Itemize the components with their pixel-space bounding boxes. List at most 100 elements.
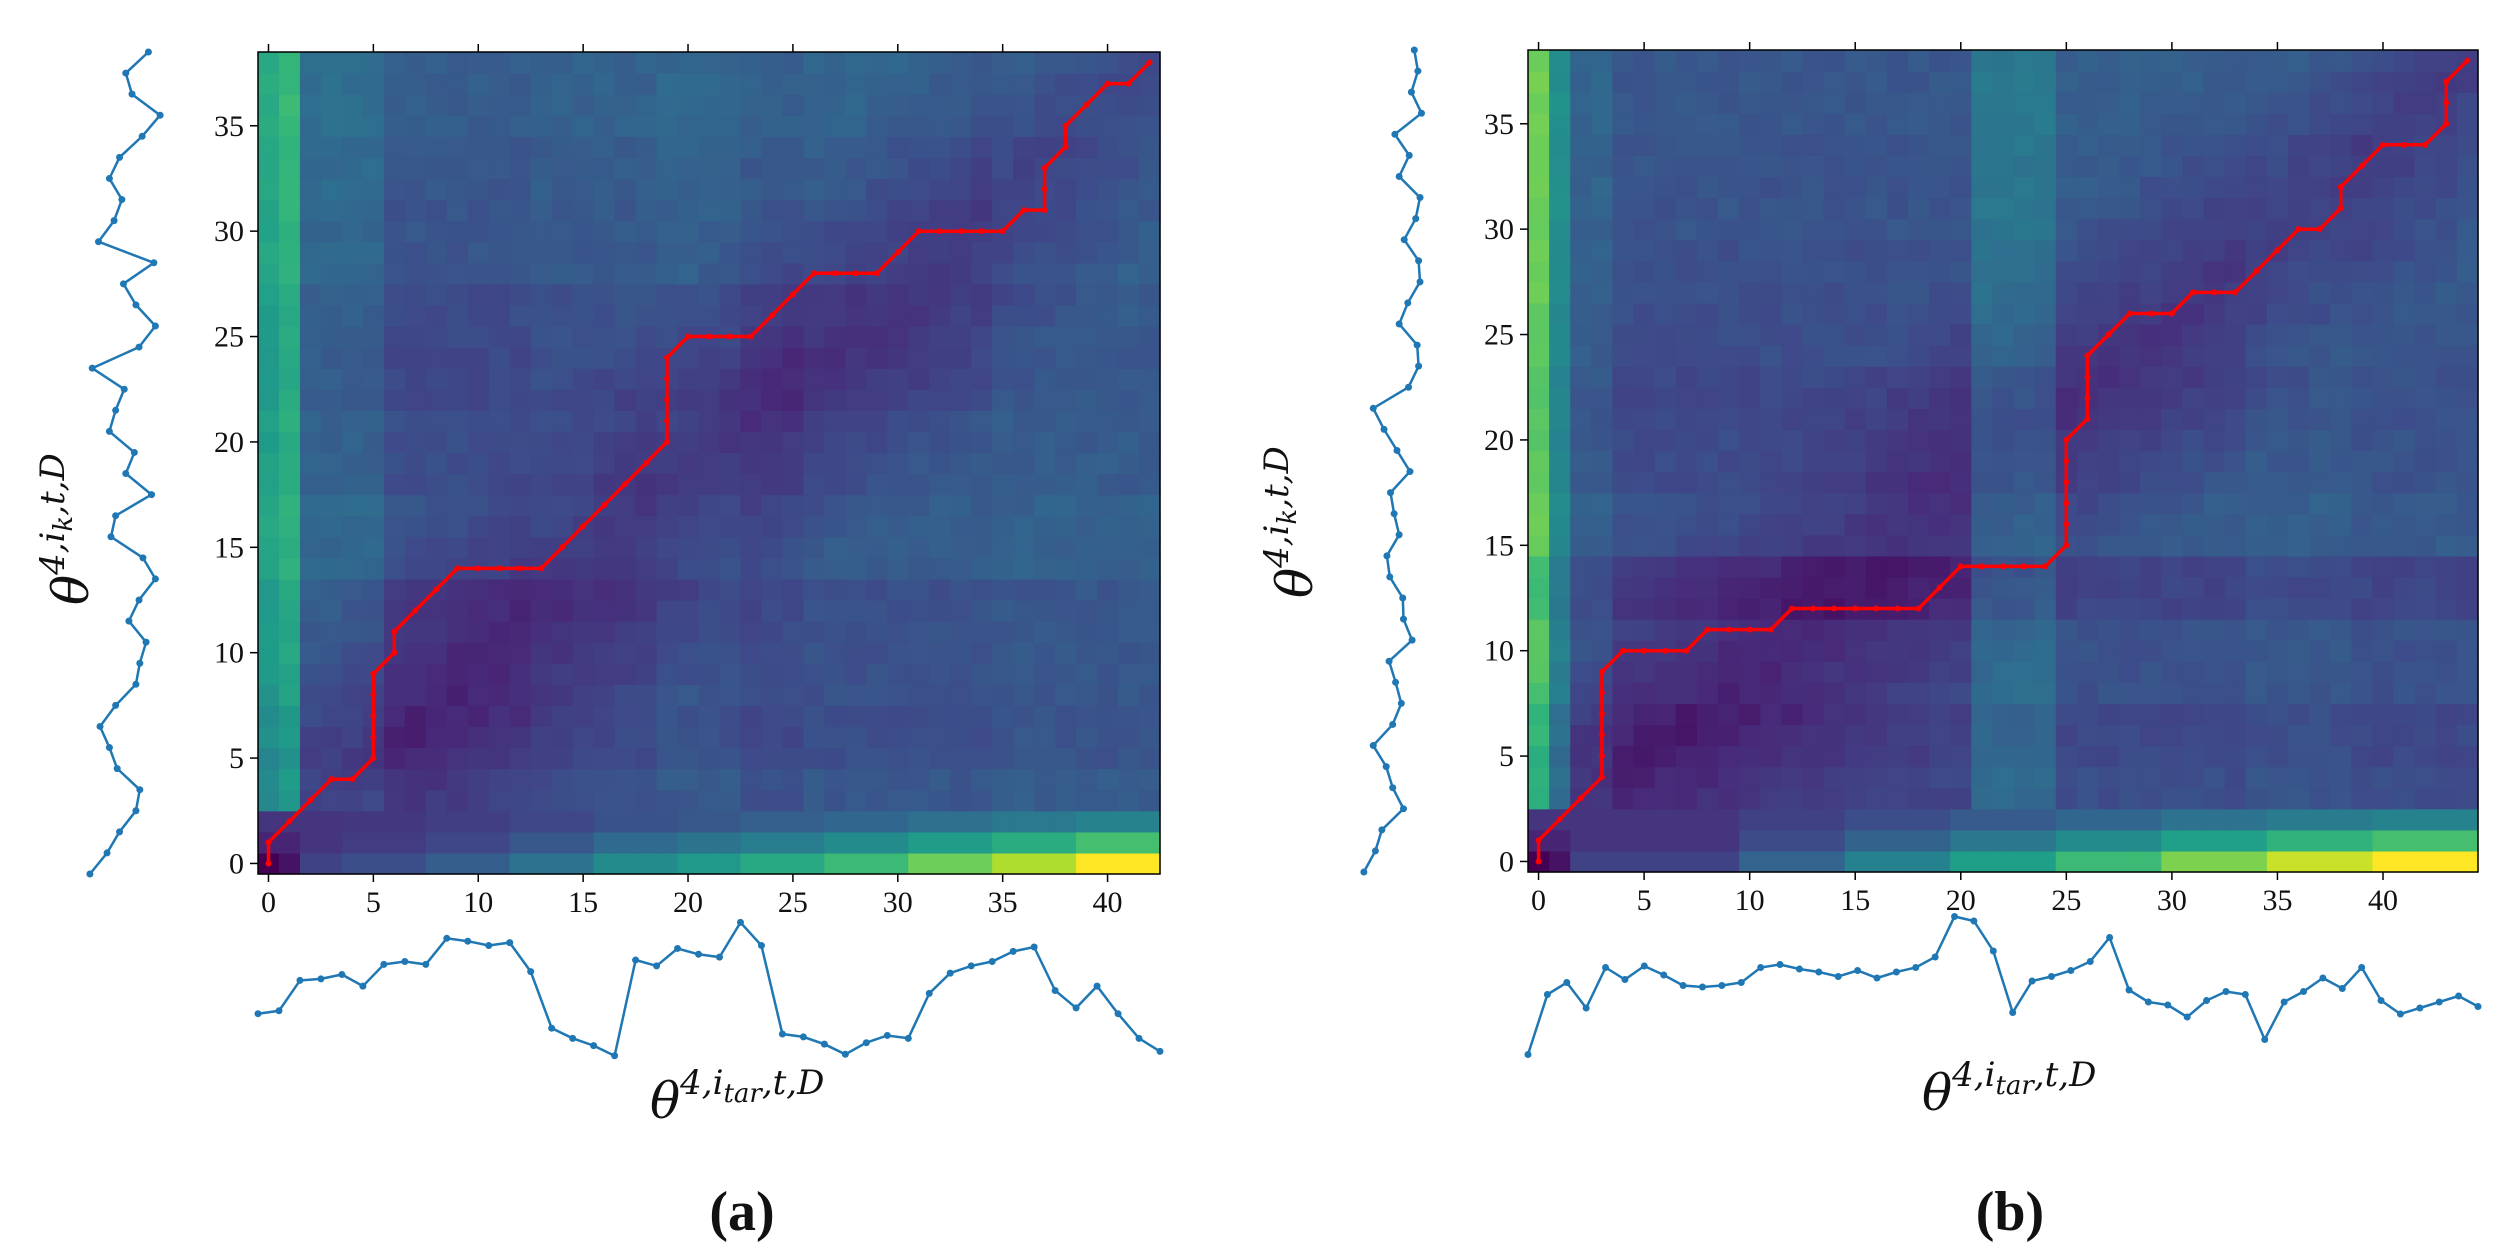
heatmap-cell bbox=[1823, 429, 1846, 452]
heatmap-cell bbox=[1118, 262, 1140, 285]
heatmap-cell bbox=[1076, 600, 1098, 622]
heatmap-cell bbox=[803, 726, 825, 749]
heatmap-cell bbox=[404, 389, 427, 411]
heatmap-cell bbox=[467, 684, 490, 706]
heatmap-cell bbox=[677, 726, 700, 749]
heatmap-cell bbox=[593, 705, 616, 728]
heatmap-cell bbox=[950, 726, 972, 749]
heatmap-cell bbox=[1528, 281, 1550, 304]
heatmap-cell bbox=[1591, 92, 1614, 114]
heatmap-cell bbox=[719, 220, 742, 243]
heatmap-cell bbox=[908, 136, 930, 158]
heatmap-cell bbox=[1612, 450, 1635, 473]
heatmap-cell bbox=[2372, 619, 2395, 641]
heatmap-cell bbox=[1971, 176, 1994, 199]
heatmap-cell bbox=[530, 94, 553, 116]
heatmap-cell bbox=[1076, 115, 1098, 137]
heatmap-cell bbox=[761, 157, 784, 180]
target-series-point bbox=[1892, 968, 1900, 976]
heatmap-cell bbox=[258, 368, 280, 390]
heatmap-cell bbox=[971, 536, 993, 559]
heatmap-cell bbox=[1696, 345, 1719, 367]
heatmap-cell bbox=[2034, 850, 2057, 873]
heatmap-cell bbox=[1971, 745, 1994, 768]
y-tick-label: 15 bbox=[1484, 529, 1514, 562]
heatmap-cell bbox=[2330, 113, 2352, 135]
heatmap-cell bbox=[467, 241, 490, 264]
heatmap-cell bbox=[635, 157, 658, 180]
heatmap-cell bbox=[2055, 50, 2078, 72]
heatmap-cell bbox=[2203, 324, 2226, 346]
heatmap-cell bbox=[530, 726, 553, 749]
y-tick-label: 25 bbox=[1484, 319, 1514, 352]
heatmap-cell bbox=[2372, 471, 2395, 494]
heatmap-cell bbox=[2119, 640, 2141, 662]
heatmap-cell bbox=[1549, 450, 1571, 473]
heatmap-cell bbox=[2393, 598, 2416, 620]
heatmap-cell bbox=[446, 199, 469, 222]
query-series-point bbox=[105, 427, 113, 435]
heatmap-cell bbox=[2224, 513, 2247, 536]
heatmap-cell bbox=[2372, 260, 2395, 283]
heatmap-cell bbox=[929, 642, 951, 664]
heatmap-cell bbox=[1118, 347, 1140, 369]
heatmap-cell bbox=[593, 578, 616, 601]
heatmap-cell bbox=[341, 515, 364, 538]
heatmap-cell bbox=[2309, 197, 2331, 220]
heatmap-cell bbox=[719, 789, 742, 812]
heatmap-cell bbox=[278, 52, 301, 74]
warp-path-point bbox=[789, 291, 796, 298]
heatmap-cell bbox=[404, 368, 427, 390]
heatmap-cell bbox=[1823, 71, 1846, 93]
target-series-point bbox=[1621, 976, 1629, 983]
heatmap-cell bbox=[1675, 576, 1698, 599]
warp-path-point bbox=[2063, 521, 2070, 528]
heatmap-cell bbox=[824, 73, 846, 95]
heatmap-cell bbox=[2372, 787, 2395, 810]
warp-path-point bbox=[1598, 732, 1605, 738]
target-series-point bbox=[380, 960, 388, 968]
heatmap-cell bbox=[278, 178, 301, 201]
heatmap-cell bbox=[404, 747, 427, 770]
x-tick-label: 20 bbox=[1946, 884, 1976, 917]
heatmap-cell bbox=[2309, 745, 2331, 768]
heatmap-cell bbox=[1992, 387, 2015, 409]
heatmap-cell bbox=[929, 473, 951, 496]
heatmap-cell bbox=[929, 684, 951, 706]
heatmap-cell bbox=[992, 557, 1014, 580]
heatmap-cell bbox=[2393, 471, 2416, 494]
heatmap-cell bbox=[446, 768, 469, 791]
heatmap-cell bbox=[740, 642, 763, 664]
heatmap-cell bbox=[1950, 345, 1972, 367]
heatmap-cell bbox=[2076, 197, 2099, 220]
heatmap-cell bbox=[1781, 387, 1804, 409]
heatmap-cell bbox=[2456, 661, 2479, 683]
heatmap-cell bbox=[719, 768, 742, 791]
heatmap-cell bbox=[1950, 745, 1972, 768]
heatmap-cell bbox=[950, 136, 972, 158]
heatmap-cell bbox=[782, 515, 804, 538]
heatmap-cell bbox=[740, 304, 763, 327]
heatmap-cell bbox=[1971, 808, 1994, 831]
heatmap-cell bbox=[1118, 283, 1140, 306]
heatmap-cell bbox=[488, 452, 511, 475]
heatmap-cell bbox=[572, 410, 595, 432]
heatmap-cell bbox=[2266, 134, 2289, 156]
heatmap-cell bbox=[656, 684, 679, 706]
target-series-point bbox=[799, 1033, 807, 1041]
heatmap-cell bbox=[2351, 703, 2374, 726]
heatmap-cell bbox=[719, 241, 742, 264]
heatmap-cell bbox=[971, 199, 993, 222]
heatmap-cell bbox=[320, 326, 343, 348]
heatmap-cell bbox=[299, 705, 322, 728]
heatmap-cell bbox=[320, 705, 343, 728]
heatmap-cell bbox=[1654, 345, 1677, 367]
heatmap-cell bbox=[1823, 576, 1846, 599]
heatmap-cell bbox=[761, 262, 784, 285]
target-series-point bbox=[2067, 967, 2075, 974]
heatmap-cell bbox=[2140, 218, 2162, 241]
heatmap-cell bbox=[803, 494, 825, 517]
heatmap-cell bbox=[614, 663, 637, 685]
heatmap-cell bbox=[446, 73, 469, 95]
warp-path-point bbox=[1957, 563, 1964, 570]
